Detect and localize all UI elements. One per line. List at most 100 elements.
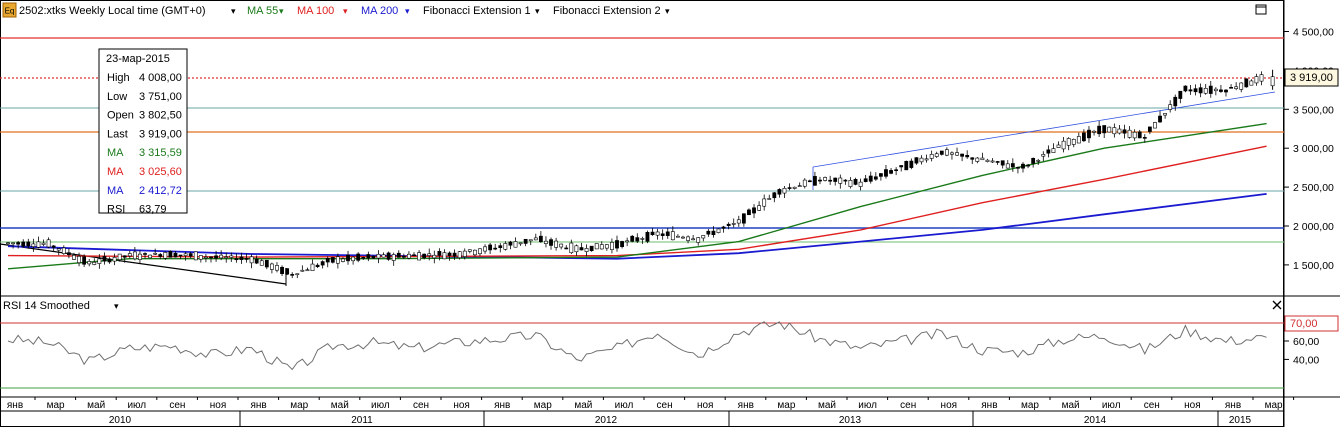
candle-body-18[interactable] <box>97 258 102 264</box>
candle-body-201[interactable] <box>1026 164 1030 167</box>
candle-body-47[interactable] <box>244 258 249 260</box>
candle-body-176[interactable] <box>899 165 904 168</box>
candle-body-198[interactable] <box>1010 163 1015 168</box>
candle-body-242[interactable] <box>1234 86 1239 89</box>
candle-body-37[interactable] <box>193 251 198 261</box>
candle-body-64[interactable] <box>330 257 335 263</box>
candle-body-228[interactable] <box>1163 113 1168 116</box>
candle-body-6[interactable] <box>36 241 41 248</box>
rsi-line[interactable] <box>7 321 1267 371</box>
candle-body-186[interactable] <box>950 152 954 155</box>
candle-body-19[interactable] <box>102 256 107 262</box>
candle-body-183[interactable] <box>934 153 939 157</box>
candle-body-188[interactable] <box>960 153 965 157</box>
indicator-label-0[interactable]: MA 55 <box>247 5 278 17</box>
candle-body-192[interactable] <box>980 157 985 161</box>
candle-body-97[interactable] <box>498 245 503 248</box>
candle-body-53[interactable] <box>275 265 279 271</box>
candle-body-170[interactable] <box>868 175 873 182</box>
candle-body-58[interactable] <box>300 269 305 272</box>
candle-body-162[interactable] <box>828 179 833 182</box>
candle-body-154[interactable] <box>787 187 792 189</box>
candle-body-109[interactable] <box>559 243 564 248</box>
candle-body-59[interactable] <box>305 269 310 272</box>
candle-body-247[interactable] <box>1259 74 1264 82</box>
ma100-line[interactable] <box>7 145 1267 258</box>
candle-body-48[interactable] <box>249 256 254 264</box>
candle-body-52[interactable] <box>269 263 274 270</box>
candle-body-179[interactable] <box>914 157 919 164</box>
candle-body-175[interactable] <box>894 169 899 171</box>
close-icon[interactable] <box>1272 300 1282 310</box>
candle-body-238[interactable] <box>1213 88 1218 92</box>
candle-body-56[interactable] <box>290 274 295 276</box>
candle-body-73[interactable] <box>376 253 381 259</box>
candle-body-17[interactable] <box>92 261 97 265</box>
candle-body-189[interactable] <box>965 154 970 158</box>
candle-body-151[interactable] <box>772 192 777 199</box>
candle-body-171[interactable] <box>873 176 878 180</box>
candle-body-9[interactable] <box>51 245 56 248</box>
candle-body-1[interactable] <box>11 242 15 245</box>
candle-body-5[interactable] <box>31 243 36 247</box>
candle-body-145[interactable] <box>741 213 746 224</box>
candle-body-7[interactable] <box>41 242 46 245</box>
candle-body-54[interactable] <box>280 266 284 274</box>
candle-body-114[interactable] <box>584 248 589 252</box>
indicator-dropdown-icon-3[interactable]: ▾ <box>535 6 540 16</box>
candle-body-16[interactable] <box>87 261 92 265</box>
candle-body-42[interactable] <box>219 254 224 259</box>
candle-body-218[interactable] <box>1112 127 1117 135</box>
candle-body-138[interactable] <box>706 230 711 235</box>
candle-body-205[interactable] <box>1046 149 1051 154</box>
fibonacci-trendline-2[interactable] <box>812 91 1276 168</box>
candle-body-185[interactable] <box>944 149 949 156</box>
candle-body-226[interactable] <box>1153 122 1157 129</box>
candle-body-136[interactable] <box>696 237 701 243</box>
candle-body-36[interactable] <box>188 253 193 257</box>
candle-body-223[interactable] <box>1137 131 1142 139</box>
candle-body-164[interactable] <box>838 177 843 184</box>
candle-body-139[interactable] <box>711 230 716 236</box>
candle-body-220[interactable] <box>1122 129 1127 134</box>
candle-body-115[interactable] <box>589 245 594 252</box>
candle-body-13[interactable] <box>72 255 76 260</box>
candle-body-156[interactable] <box>797 185 802 187</box>
rsi-dropdown-icon[interactable]: ▾ <box>114 301 119 311</box>
candle-body-125[interactable] <box>640 238 645 240</box>
candle-body-178[interactable] <box>909 160 914 168</box>
candle-body-240[interactable] <box>1224 89 1228 93</box>
candle-body-55[interactable] <box>285 268 290 275</box>
candle-body-44[interactable] <box>229 255 234 258</box>
candle-body-153[interactable] <box>782 187 787 194</box>
candle-body-95[interactable] <box>488 244 493 251</box>
candle-body-134[interactable] <box>686 236 690 241</box>
candle-body-195[interactable] <box>995 161 1000 163</box>
candle-body-159[interactable] <box>813 176 817 186</box>
candle-body-122[interactable] <box>625 240 630 243</box>
candle-body-165[interactable] <box>843 179 848 182</box>
candle-body-61[interactable] <box>315 264 320 268</box>
candle-body-117[interactable] <box>599 244 604 250</box>
candle-body-235[interactable] <box>1198 87 1203 94</box>
candle-body-141[interactable] <box>721 226 726 229</box>
candle-body-124[interactable] <box>635 237 640 242</box>
candle-body-246[interactable] <box>1254 76 1259 84</box>
candle-body-180[interactable] <box>919 157 924 163</box>
candle-body-74[interactable] <box>381 254 386 258</box>
candle-body-8[interactable] <box>46 239 51 248</box>
time-axis[interactable]: янв мар май июл сен ноя янв мар май июл сен ноя янв м… <box>7 397 1295 427</box>
candle-body-106[interactable] <box>544 240 548 244</box>
candle-body-173[interactable] <box>884 169 888 177</box>
candle-body-65[interactable] <box>335 256 340 264</box>
candle-body-82[interactable] <box>422 253 427 259</box>
candle-body-177[interactable] <box>904 160 909 171</box>
indicator-dropdown-icon-0[interactable]: ▾ <box>279 6 284 16</box>
candle-body-129[interactable] <box>660 233 665 236</box>
candle-body-172[interactable] <box>878 173 883 177</box>
candle-body-92[interactable] <box>472 249 477 256</box>
candle-body-23[interactable] <box>122 255 127 258</box>
candle-body-203[interactable] <box>1036 159 1041 162</box>
indicator-label-1[interactable]: MA 100 <box>297 5 334 17</box>
